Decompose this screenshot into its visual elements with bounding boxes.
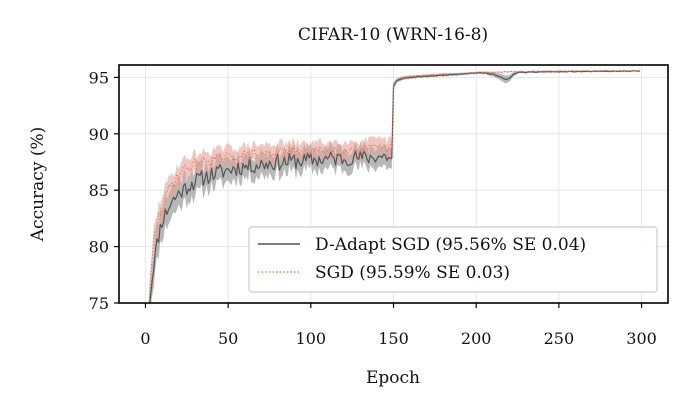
x-axis-label: Epoch <box>366 368 420 388</box>
x-tick-label: 100 <box>296 329 327 348</box>
chart-title: CIFAR-10 (WRN-16-8) <box>298 25 488 45</box>
x-tick-label: 300 <box>626 329 657 348</box>
x-tick-label: 250 <box>544 329 575 348</box>
series-line-d-adapt-sgd <box>149 70 640 303</box>
x-tick-label: 200 <box>461 329 492 348</box>
legend-box <box>248 226 658 293</box>
legend-label-d-adapt-sgd: D-Adapt SGD (95.56% SE 0.04) <box>315 235 586 255</box>
y-tick-label: 80 <box>89 238 109 257</box>
axis-ticks: 0 50 100 150 200 250 300 75 80 85 90 95 <box>89 68 657 348</box>
legend: D-Adapt SGD (95.56% SE 0.04) SGD (95.59%… <box>248 226 658 293</box>
x-tick-label: 50 <box>218 329 238 348</box>
y-tick-label: 75 <box>89 294 109 313</box>
x-tick-label: 0 <box>140 329 150 348</box>
y-axis-label: Accuracy (%) <box>28 127 48 242</box>
x-tick-label: 150 <box>378 329 409 348</box>
y-tick-label: 90 <box>89 125 109 144</box>
y-tick-label: 85 <box>89 181 109 200</box>
y-tick-label: 95 <box>89 68 109 87</box>
legend-label-sgd: SGD (95.59% SE 0.03) <box>315 263 510 283</box>
series-lines <box>148 69 641 303</box>
